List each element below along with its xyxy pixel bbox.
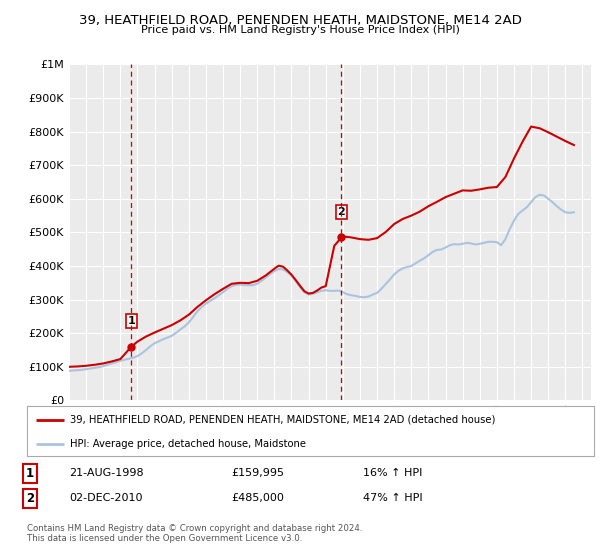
Text: 2: 2: [26, 492, 34, 505]
Text: 47% ↑ HPI: 47% ↑ HPI: [363, 493, 422, 503]
Text: 39, HEATHFIELD ROAD, PENENDEN HEATH, MAIDSTONE, ME14 2AD (detached house): 39, HEATHFIELD ROAD, PENENDEN HEATH, MAI…: [70, 414, 495, 424]
Text: £485,000: £485,000: [231, 493, 284, 503]
Text: 02-DEC-2010: 02-DEC-2010: [69, 493, 143, 503]
Text: 2: 2: [338, 207, 346, 217]
Text: 16% ↑ HPI: 16% ↑ HPI: [363, 468, 422, 478]
Text: 39, HEATHFIELD ROAD, PENENDEN HEATH, MAIDSTONE, ME14 2AD: 39, HEATHFIELD ROAD, PENENDEN HEATH, MAI…: [79, 14, 521, 27]
Text: 1: 1: [128, 316, 135, 326]
Text: 21-AUG-1998: 21-AUG-1998: [69, 468, 143, 478]
Text: HPI: Average price, detached house, Maidstone: HPI: Average price, detached house, Maid…: [70, 439, 305, 449]
Text: Price paid vs. HM Land Registry's House Price Index (HPI): Price paid vs. HM Land Registry's House …: [140, 25, 460, 35]
Text: £159,995: £159,995: [231, 468, 284, 478]
Text: Contains HM Land Registry data © Crown copyright and database right 2024.
This d: Contains HM Land Registry data © Crown c…: [27, 524, 362, 543]
Text: 1: 1: [26, 466, 34, 480]
